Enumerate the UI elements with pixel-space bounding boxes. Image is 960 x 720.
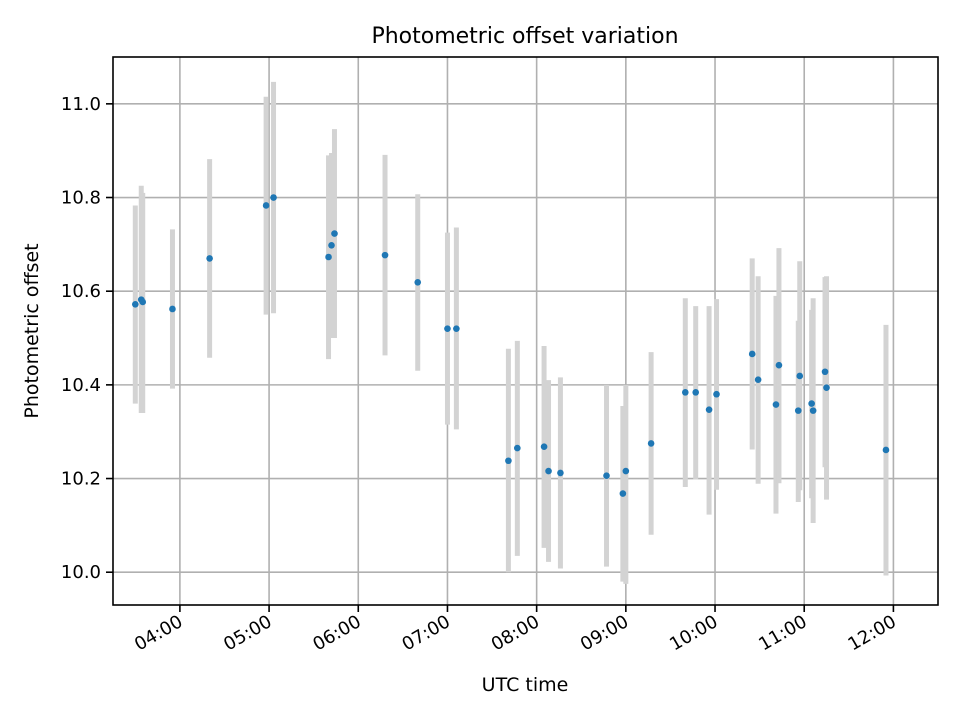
x-gridlines xyxy=(179,57,895,605)
x-tick-label: 11:00 xyxy=(755,611,810,655)
x-tick-label: 04:00 xyxy=(131,611,186,655)
data-point xyxy=(808,400,815,407)
plot-frame xyxy=(112,56,939,606)
data-point xyxy=(692,389,700,396)
data-point xyxy=(262,202,270,209)
y-tick-label: 10.4 xyxy=(61,375,101,396)
y-axis-label: Photometric offset xyxy=(21,243,43,418)
data-point xyxy=(809,407,817,414)
y-tick-label: 10.8 xyxy=(61,188,101,209)
data-point xyxy=(647,440,655,447)
data-point xyxy=(514,444,521,452)
data-point xyxy=(821,368,829,376)
data-point xyxy=(622,467,630,475)
data-point xyxy=(444,325,451,332)
data-point xyxy=(331,230,338,237)
x-tick-label: 10:00 xyxy=(666,611,721,655)
x-tick-label: 06:00 xyxy=(309,611,364,655)
data-point xyxy=(705,406,713,413)
data-point xyxy=(131,301,139,308)
x-ticks: 04:00 05:00 06:00 07:00 08:00 09:00 10:00 11:00… xyxy=(131,605,900,655)
data-point xyxy=(775,361,783,369)
y-tick-label: 10.6 xyxy=(61,281,101,302)
data-point xyxy=(681,389,689,396)
x-tick-label: 05:00 xyxy=(220,611,275,655)
data-point xyxy=(557,469,564,477)
data-point xyxy=(754,376,762,384)
data-point xyxy=(748,350,756,358)
data-point xyxy=(772,401,780,408)
data-point xyxy=(270,194,277,201)
data-point xyxy=(328,241,335,249)
data-point xyxy=(603,472,610,480)
data-point xyxy=(206,255,213,262)
data-point xyxy=(713,390,720,398)
data-points xyxy=(131,194,890,497)
x-tick-label: 12:00 xyxy=(844,611,899,655)
y-tick-label: 10.0 xyxy=(61,562,101,583)
x-tick-label: 09:00 xyxy=(577,611,632,655)
data-point xyxy=(169,305,176,313)
x-tick-label: 07:00 xyxy=(399,611,454,655)
data-point xyxy=(414,278,422,286)
data-point xyxy=(794,407,802,414)
error-bars xyxy=(132,81,889,584)
data-point xyxy=(325,253,332,261)
data-point xyxy=(540,443,548,450)
x-tick-label: 08:00 xyxy=(488,611,543,655)
data-point xyxy=(545,467,552,475)
data-point xyxy=(882,446,890,454)
y-tick-label: 10.2 xyxy=(61,469,101,490)
y-ticks: 10.0 10.2 10.4 10.6 10.8 11.0 xyxy=(61,94,113,583)
data-point xyxy=(381,251,389,259)
x-axis-label: UTC time xyxy=(482,674,569,696)
data-point xyxy=(619,490,627,497)
chart-title: Photometric offset variation xyxy=(371,24,678,49)
data-point xyxy=(823,384,830,391)
y-tick-label: 11.0 xyxy=(61,94,101,115)
data-point xyxy=(139,298,147,306)
data-point xyxy=(505,457,512,465)
data-point xyxy=(796,372,804,380)
data-point xyxy=(453,325,460,332)
